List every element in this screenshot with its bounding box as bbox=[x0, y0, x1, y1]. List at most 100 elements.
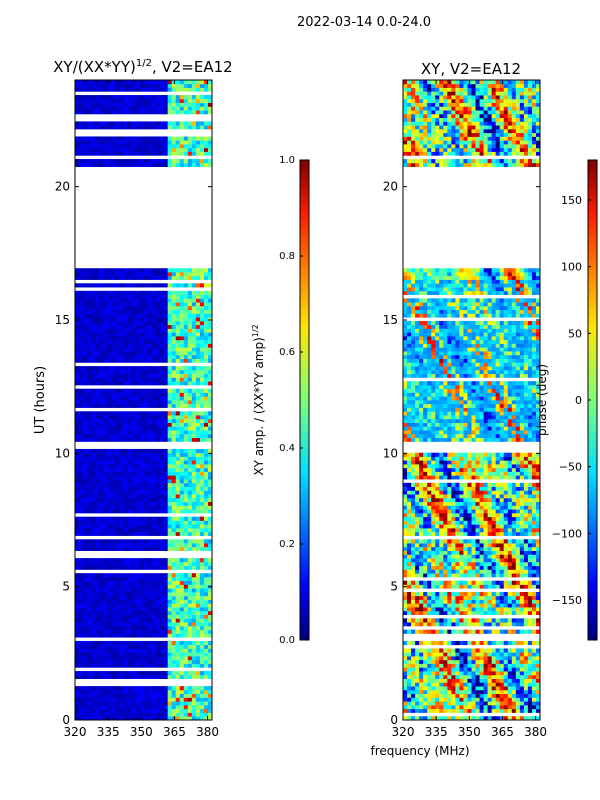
heatmap-cell bbox=[203, 125, 209, 130]
heatmap-cell bbox=[115, 629, 120, 634]
heatmap-cell bbox=[519, 656, 525, 661]
heatmap-cell bbox=[199, 400, 205, 405]
heatmap-cell bbox=[403, 693, 408, 698]
heatmap-cell bbox=[183, 565, 189, 570]
heatmap-cell bbox=[79, 358, 84, 363]
heatmap-cell bbox=[79, 151, 84, 156]
heatmap-cell bbox=[107, 686, 112, 691]
heatmap-cell bbox=[163, 147, 169, 152]
heatmap-cell bbox=[139, 471, 144, 476]
heatmap-cell bbox=[151, 467, 156, 472]
heatmap-cell bbox=[459, 610, 464, 615]
heatmap-cell bbox=[95, 603, 100, 608]
heatmap-cell bbox=[91, 482, 96, 487]
heatmap-cell bbox=[155, 648, 161, 653]
heatmap-cell bbox=[143, 433, 148, 439]
heatmap-cell bbox=[135, 275, 140, 280]
heatmap-cell bbox=[127, 95, 132, 100]
heatmap-cell bbox=[167, 482, 173, 487]
heatmap-cell bbox=[183, 599, 189, 604]
heatmap-cell bbox=[151, 400, 156, 405]
heatmap-cell bbox=[139, 464, 144, 469]
heatmap-cell bbox=[183, 358, 189, 363]
heatmap-cell bbox=[139, 671, 144, 676]
heatmap-cell bbox=[155, 482, 161, 487]
heatmap-cell bbox=[179, 701, 185, 706]
heatmap-cell bbox=[171, 580, 177, 585]
heatmap-cell bbox=[103, 629, 108, 634]
heatmap-cell bbox=[143, 98, 148, 103]
heatmap-cell bbox=[95, 716, 100, 720]
heatmap-cell bbox=[515, 667, 521, 672]
heatmap-cell bbox=[195, 531, 201, 536]
heatmap-cell bbox=[147, 528, 152, 533]
heatmap-cell bbox=[531, 656, 537, 661]
heatmap-cell bbox=[187, 546, 193, 551]
heatmap-cell bbox=[191, 324, 197, 329]
heatmap-cell bbox=[183, 505, 189, 510]
heatmap-cell bbox=[151, 505, 156, 510]
heatmap-cell bbox=[127, 339, 132, 344]
heatmap-cell bbox=[111, 697, 116, 702]
heatmap-cell bbox=[171, 317, 177, 322]
heatmap-cell bbox=[495, 659, 501, 664]
heatmap-cell bbox=[115, 576, 120, 582]
heatmap-cell bbox=[127, 418, 132, 423]
heatmap-cell bbox=[119, 479, 124, 484]
heatmap-cell bbox=[103, 136, 108, 141]
heatmap-cell bbox=[199, 275, 205, 280]
heatmap-cell bbox=[75, 614, 80, 619]
heatmap-cell bbox=[175, 546, 181, 551]
heatmap-cell bbox=[119, 324, 124, 329]
heatmap-cell bbox=[527, 629, 533, 634]
heatmap-cell bbox=[427, 610, 432, 615]
heatmap-cell bbox=[411, 622, 416, 627]
heatmap-cell bbox=[195, 298, 201, 303]
heatmap-cell bbox=[135, 531, 140, 536]
heatmap-cell bbox=[163, 268, 169, 273]
heatmap-cell bbox=[187, 712, 193, 717]
heatmap-cell bbox=[119, 275, 124, 280]
heatmap-cell bbox=[163, 392, 169, 397]
heatmap-cell bbox=[91, 471, 96, 476]
heatmap-cell bbox=[91, 422, 96, 427]
heatmap-cell bbox=[103, 625, 108, 631]
heatmap-cell bbox=[507, 693, 513, 698]
heatmap-cell bbox=[527, 648, 533, 653]
heatmap-cell bbox=[167, 106, 173, 111]
heatmap-cell bbox=[147, 159, 152, 164]
heatmap-cell bbox=[171, 106, 177, 111]
heatmap-cell bbox=[103, 324, 108, 329]
heatmap-cell bbox=[203, 396, 209, 401]
heatmap-cell bbox=[99, 565, 104, 570]
heatmap-cell bbox=[151, 546, 156, 551]
heatmap-cell bbox=[99, 377, 104, 382]
heatmap-cell bbox=[131, 486, 136, 491]
heatmap-cell bbox=[155, 136, 161, 141]
heatmap-cell bbox=[203, 369, 209, 375]
heatmap-cell bbox=[131, 576, 136, 582]
heatmap-cell bbox=[151, 121, 156, 126]
heatmap-cell bbox=[119, 501, 124, 506]
heatmap-cell bbox=[95, 509, 100, 514]
heatmap-cell bbox=[167, 464, 173, 469]
heatmap-cell bbox=[159, 501, 165, 506]
heatmap-cell bbox=[143, 509, 148, 514]
heatmap-cell bbox=[135, 704, 140, 710]
heatmap-cell bbox=[483, 682, 489, 687]
heatmap-cell bbox=[147, 396, 152, 401]
heatmap-cell bbox=[87, 494, 92, 499]
heatmap-cell bbox=[471, 610, 476, 615]
heatmap-cell bbox=[519, 704, 525, 710]
heatmap-cell bbox=[79, 144, 84, 149]
heatmap-cell bbox=[531, 622, 537, 627]
heatmap-cell bbox=[171, 381, 177, 386]
heatmap-cell bbox=[167, 520, 173, 525]
heatmap-cell bbox=[123, 294, 128, 299]
heatmap-cell bbox=[479, 607, 484, 612]
heatmap-cell bbox=[151, 558, 156, 563]
heatmap-cell bbox=[199, 136, 205, 141]
heatmap-cell bbox=[207, 565, 212, 570]
heatmap-cell bbox=[155, 520, 161, 525]
heatmap-cell bbox=[127, 369, 132, 375]
